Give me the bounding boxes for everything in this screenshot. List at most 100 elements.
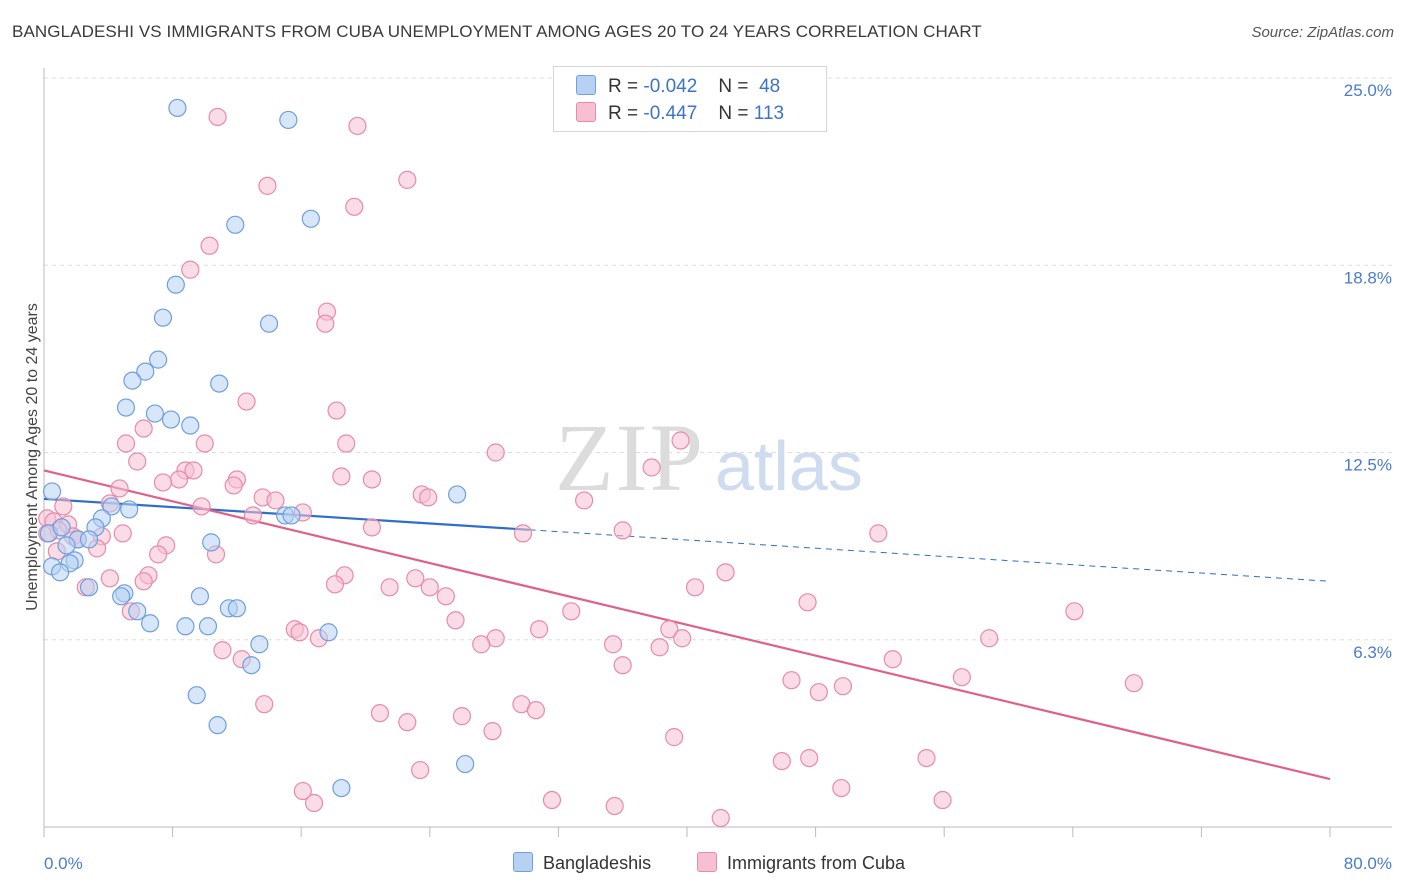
legend-swatch-pink xyxy=(576,102,596,122)
bangladeshi-point xyxy=(145,404,165,423)
bangladeshi-point xyxy=(319,623,338,642)
bangladeshi-point xyxy=(227,599,246,618)
watermark-atlas: atlas xyxy=(715,427,863,505)
bangladeshi-point xyxy=(226,215,245,234)
legend-n-value: 113 xyxy=(753,103,785,124)
y-tick-label: 6.3% xyxy=(1353,643,1392,662)
cuba-point xyxy=(213,641,232,660)
bangladeshi-point xyxy=(112,587,131,606)
data-points xyxy=(38,98,1143,828)
bangladeshi-point xyxy=(128,602,147,621)
bangladeshi-point xyxy=(79,578,99,597)
cuba-point xyxy=(809,683,828,702)
legend-swatch-blue xyxy=(513,852,533,872)
cuba-point xyxy=(419,488,438,507)
cuba-point xyxy=(513,524,533,543)
cuba-point xyxy=(452,707,472,726)
legend-r-label: R = xyxy=(608,103,639,124)
cuba-point xyxy=(883,650,902,669)
legend-r-value: -0.042 xyxy=(643,76,698,97)
cuba-point xyxy=(406,569,425,588)
cuba-point xyxy=(952,668,971,687)
cuba-point xyxy=(290,623,309,642)
bangladeshi-point xyxy=(52,518,71,537)
source-label: Source: ZipAtlas.com xyxy=(1251,24,1394,41)
cuba-point xyxy=(832,778,851,798)
legend-n-value: 48 xyxy=(759,76,781,97)
cuba-point xyxy=(398,170,417,189)
x-tick-label: 0.0% xyxy=(44,854,83,873)
cuba-point xyxy=(116,434,136,453)
correlation-legend: R = -0.042 N = 48 R = -0.447 N = 113 xyxy=(553,66,827,132)
bangladeshi-point xyxy=(116,398,136,417)
cuba-point xyxy=(420,578,439,597)
cuba-point xyxy=(192,497,211,516)
cuba-point xyxy=(526,701,545,720)
cuba-point xyxy=(716,563,735,582)
cuba-point xyxy=(530,620,549,639)
cuba-point xyxy=(575,491,594,510)
legend-r-label: R = xyxy=(608,76,639,97)
bangladeshi-point xyxy=(79,530,99,549)
cuba-point xyxy=(650,638,669,657)
cuba-point xyxy=(149,545,168,564)
series-legend: Bangladeshis Immigrants from Cuba xyxy=(0,852,1406,878)
bangladeshi-point xyxy=(123,371,142,390)
bangladeshi-point xyxy=(448,485,467,504)
cuba-point xyxy=(266,491,285,510)
legend-row-cuba: R = -0.447 N = 113 xyxy=(576,102,784,128)
bangladeshi-point xyxy=(198,617,218,636)
bangladeshi-point xyxy=(282,506,301,525)
cuba-point xyxy=(113,524,132,543)
cuba-point xyxy=(772,751,791,771)
cuba-point xyxy=(258,176,277,195)
cuba-point xyxy=(980,629,999,648)
cuba-point xyxy=(325,575,345,594)
cuba-point xyxy=(671,431,690,450)
legend-r-value: -0.447 xyxy=(643,103,698,124)
y-tick-label: 12.5% xyxy=(1344,456,1392,475)
gridlines xyxy=(44,77,1392,641)
cuba-point xyxy=(642,458,661,477)
cuba-point xyxy=(348,116,367,136)
bangladeshi-point xyxy=(202,533,221,552)
legend-row-bangladeshis: R = -0.042 N = 48 xyxy=(576,75,780,101)
legend-item-cuba: Immigrants from Cuba xyxy=(697,852,905,874)
bangladeshi-trend-extension xyxy=(529,529,1331,582)
chart-title: BANGLADESHI VS IMMIGRANTS FROM CUBA UNEM… xyxy=(12,22,982,41)
legend-swatch-pink xyxy=(697,852,717,872)
bangladeshi-point xyxy=(187,686,206,705)
cuba-point xyxy=(798,593,817,612)
legend-label: Bangladeshis xyxy=(543,853,652,873)
axes xyxy=(43,68,1392,837)
cuba-point xyxy=(800,748,819,768)
bangladeshi-point xyxy=(210,374,229,393)
legend-n-label: N = xyxy=(718,103,749,124)
cuba-point xyxy=(603,635,623,654)
bangladeshi-point xyxy=(50,563,70,582)
cuba-point xyxy=(562,602,581,621)
cuba-point xyxy=(660,620,679,639)
cuba-point xyxy=(933,790,952,810)
cuba-point xyxy=(370,704,390,723)
cuba-trend-line xyxy=(43,469,1331,781)
cuba-point xyxy=(1124,674,1143,693)
cuba-point xyxy=(243,506,263,525)
cuba-point xyxy=(337,434,356,453)
bangladeshi-point xyxy=(190,587,210,606)
cuba-point xyxy=(293,781,312,801)
cuba-point xyxy=(782,671,801,690)
bangladeshi-point xyxy=(181,416,200,435)
cuba-point xyxy=(542,790,562,810)
cuba-point xyxy=(685,578,705,597)
legend-item-bangladeshis: Bangladeshis xyxy=(513,852,651,874)
cuba-point xyxy=(153,473,173,492)
cuba-point xyxy=(169,470,189,489)
bangladeshi-point xyxy=(279,110,298,130)
cuba-point xyxy=(1065,602,1084,621)
cuba-point xyxy=(673,629,692,648)
legend-n-label: N = xyxy=(718,76,749,97)
cuba-point xyxy=(711,808,730,828)
bangladeshi-point xyxy=(166,275,185,294)
